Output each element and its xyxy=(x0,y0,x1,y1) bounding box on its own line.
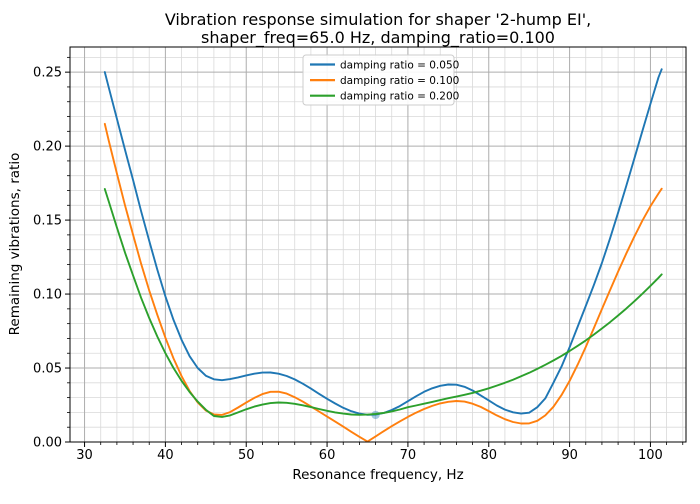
plot-border xyxy=(69,46,687,443)
y-tick-label: 0.15 xyxy=(33,214,62,229)
y-tick-label: 0.25 xyxy=(33,66,62,81)
chart-title-line2: shaper_freq=65.0 Hz, damping_ratio=0.100 xyxy=(201,28,555,48)
legend-box xyxy=(302,54,455,106)
y-tick-label: 0.20 xyxy=(33,140,62,155)
y-tick-label: 0.05 xyxy=(33,362,62,377)
legend-label-1: damping ratio = 0.100 xyxy=(340,75,459,87)
y-tick-label: 0.10 xyxy=(33,288,62,303)
x-tick-label: 50 xyxy=(238,448,255,463)
x-axis-label: Resonance frequency, Hz xyxy=(292,467,463,483)
x-tick-label: 40 xyxy=(157,448,174,463)
x-tick-label: 70 xyxy=(400,448,417,463)
series-line-2 xyxy=(103,188,663,418)
chart-title-line1: Vibration response simulation for shaper… xyxy=(165,10,591,29)
x-tick-label: 30 xyxy=(76,448,93,463)
y-tick-label: 0.00 xyxy=(33,436,62,451)
legend-label-2: damping ratio = 0.200 xyxy=(340,91,459,103)
legend-label-0: damping ratio = 0.050 xyxy=(340,59,459,71)
y-axis-label: Remaining vibrations, ratio xyxy=(7,153,23,336)
x-tick-label: 60 xyxy=(319,448,336,463)
x-tick-label: 90 xyxy=(561,448,578,463)
x-tick-label: 100 xyxy=(638,448,663,463)
plot-area: 30 40 50 60 70 80 90 100 0.00 0.05 0.10 0.15 0.20 0.2… xyxy=(33,46,687,463)
x-tick-label: 80 xyxy=(480,448,497,463)
series-line-1 xyxy=(103,122,663,443)
